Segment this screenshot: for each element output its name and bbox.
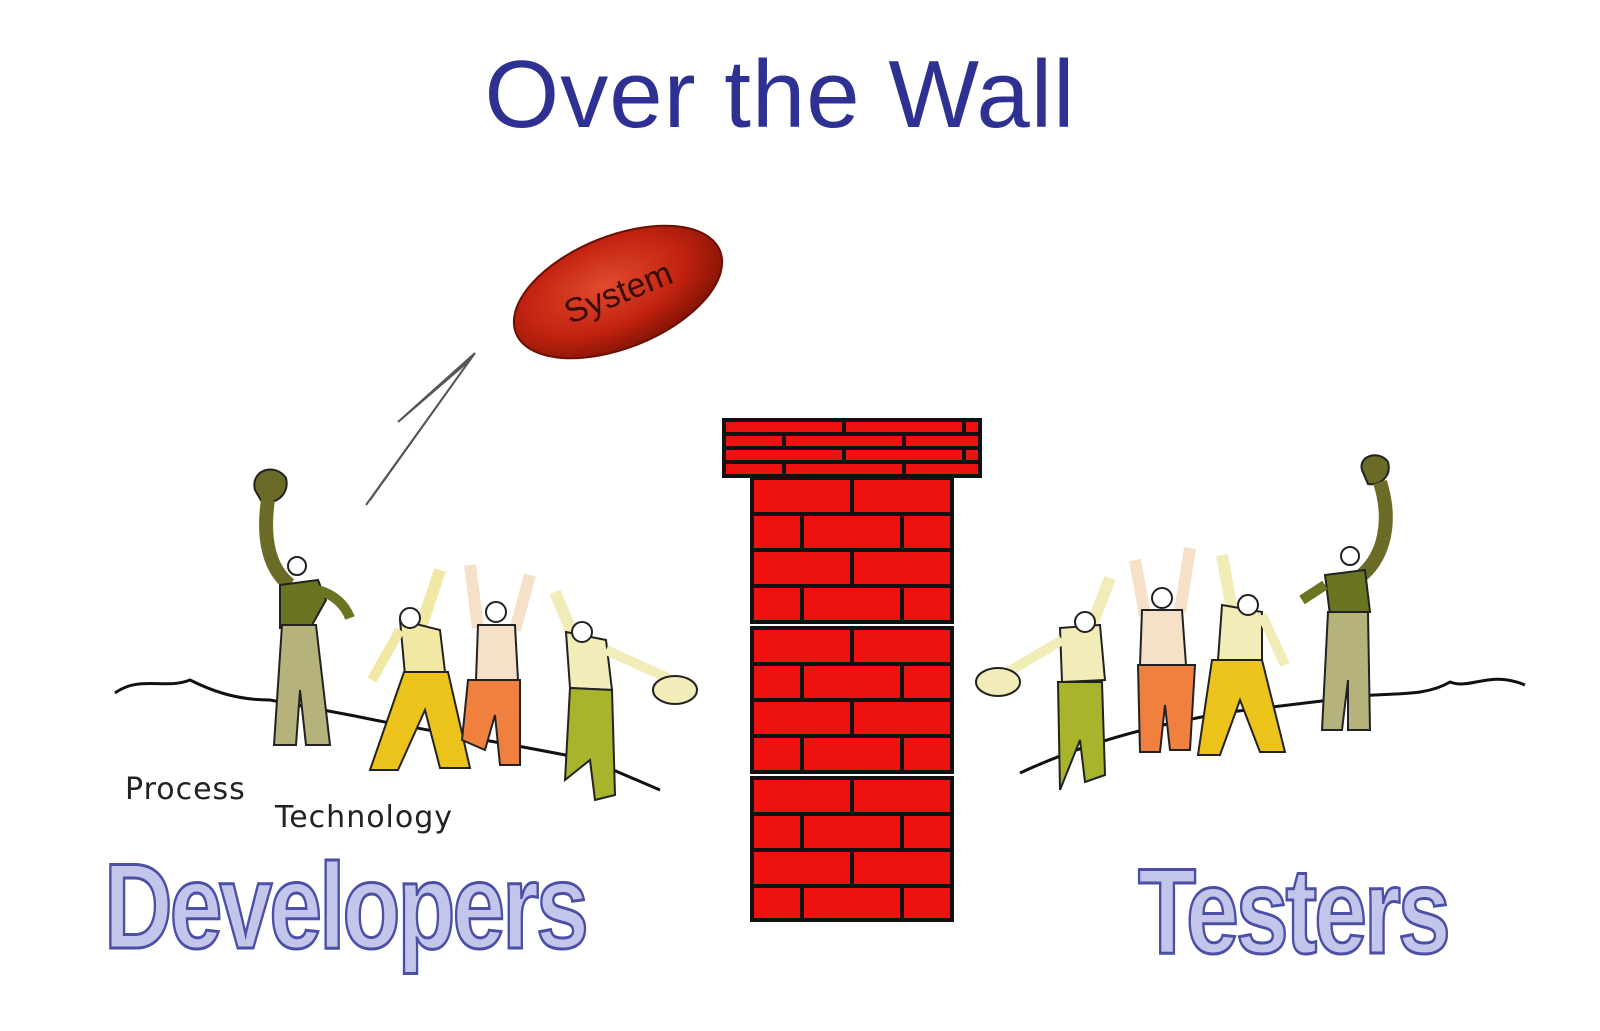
wall-brick xyxy=(750,476,854,516)
wall-brick xyxy=(850,848,954,888)
tester-4 xyxy=(975,575,1116,791)
brick-wall xyxy=(722,418,982,922)
wall-brick xyxy=(900,662,954,702)
testers-group xyxy=(975,454,1393,791)
wall-brick xyxy=(750,848,854,888)
wall-cap-brick xyxy=(722,460,786,478)
wall-brick xyxy=(800,884,904,922)
wall-cap-brick xyxy=(902,432,982,450)
wall-brick xyxy=(750,662,804,702)
wall-cap-brick xyxy=(782,460,906,478)
wall-brick xyxy=(750,512,804,552)
wall-brick xyxy=(800,734,904,774)
testers-heading: Testers xyxy=(1137,843,1452,979)
wall-cap-brick xyxy=(842,418,966,436)
wall-cap-brick xyxy=(722,418,846,436)
page-title: Over the Wall xyxy=(484,41,1076,148)
wall-brick xyxy=(800,512,904,552)
wall-brick xyxy=(750,812,804,852)
wall-cap-brick xyxy=(962,446,982,464)
wall-cap-brick xyxy=(962,418,982,436)
wall-brick xyxy=(750,584,804,624)
wall-brick xyxy=(850,698,954,738)
wall-brick xyxy=(900,584,954,624)
hat-icon xyxy=(652,675,698,705)
throw-trail xyxy=(365,352,476,506)
wall-brick xyxy=(750,776,854,816)
wall-brick xyxy=(750,884,804,922)
wall-cap-brick xyxy=(782,432,906,450)
wall-brick xyxy=(900,812,954,852)
developers-group xyxy=(253,468,698,802)
developer-3 xyxy=(460,564,536,766)
wall-brick xyxy=(750,626,854,666)
wall-brick xyxy=(800,584,904,624)
note-process: Process xyxy=(125,772,246,807)
system-frisbee: System xyxy=(512,224,724,360)
wall-brick xyxy=(750,734,804,774)
wall-brick xyxy=(850,548,954,588)
wall-cap-brick xyxy=(902,460,982,478)
wall-brick xyxy=(750,548,854,588)
wall-cap-brick xyxy=(722,446,846,464)
wall-brick xyxy=(850,626,954,666)
tester-2 xyxy=(1196,553,1290,756)
developer-leader xyxy=(253,468,355,746)
tester-leader xyxy=(1299,454,1393,731)
note-technology: Technology xyxy=(275,800,454,835)
wall-brick xyxy=(750,698,854,738)
tester-3 xyxy=(1129,547,1197,753)
developers-heading: Developers xyxy=(103,838,590,974)
developer-2 xyxy=(367,568,472,771)
wall-brick xyxy=(900,512,954,552)
wall-brick xyxy=(900,734,954,774)
wall-brick xyxy=(850,476,954,516)
wall-brick xyxy=(800,812,904,852)
wall-cap-brick xyxy=(842,446,966,464)
wall-brick xyxy=(800,662,904,702)
wall-cap-brick xyxy=(722,432,786,450)
developer-4 xyxy=(549,589,698,802)
wall-brick xyxy=(850,776,954,816)
hat-icon xyxy=(975,667,1021,697)
wall-brick xyxy=(900,884,954,922)
